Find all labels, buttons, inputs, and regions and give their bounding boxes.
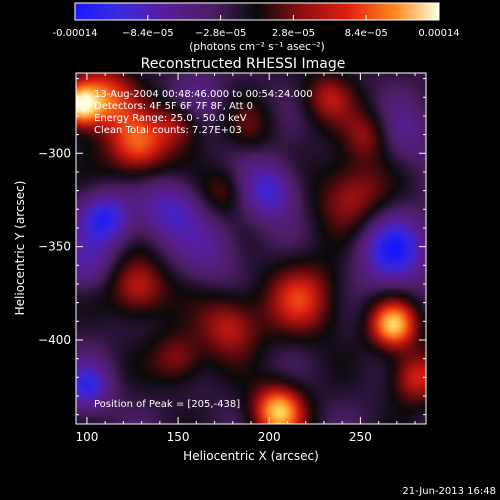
colorbar-tick-label: 2.8e−05 [272,28,315,39]
y-tick-label: −300 [38,146,71,160]
y-axis-label: Heliocentric Y (arcsec) [13,181,27,316]
peak-position-label: Position of Peak = [205,-438] [94,399,240,410]
footer-date: 21-Jun-2013 16:48 [402,486,496,497]
x-tick-label: 100 [75,430,98,444]
x-tick-label: 150 [167,430,190,444]
annotation-block: 13-Aug-2004 00:48:46.000 to 00:54:24.000… [94,89,313,136]
x-axis: 100 150 200 250 [75,73,416,444]
x-tick-label: 200 [258,430,281,444]
annotation-energy-range: Energy Range: 25.0 - 50.0 keV [94,113,247,124]
annotation-time-range: 13-Aug-2004 00:48:46.000 to 00:54:24.000 [94,89,313,100]
x-tick-label: 250 [349,430,372,444]
colorbar-gradient [74,2,440,21]
colorbar-tick-label: -0.00014 [53,28,98,39]
annotation-clean-counts: Clean Total counts: 7.27E+03 [94,125,242,136]
x-axis-label: Heliocentric X (arcsec) [183,449,319,463]
chart-title: Reconstructed RHESSI Image [141,56,346,72]
colorbar-tick-label: −2.8e−05 [195,28,247,39]
y-tick-label: −400 [38,333,71,347]
colorbar-units: (photons cm⁻² s⁻¹ asec⁻²) [189,41,324,53]
colorbar-tick-label: 0.00014 [418,28,459,39]
y-tick-label: −350 [38,240,71,254]
colorbar: -0.00014 −8.4e−05 −2.8e−05 2.8e−05 8.4e−05 0.… [53,2,460,53]
y-axis: −300 −350 −400 [38,78,426,416]
heatmap-canvas [76,73,426,424]
colorbar-tick-label: −8.4e−05 [122,28,174,39]
heatmap-image [75,72,427,425]
annotation-detectors: Detectors: 4F 5F 6F 7F 8F, Att 0 [94,101,253,112]
colorbar-tick-label: 8.4e−05 [345,28,388,39]
colorbar-ticks: -0.00014 −8.4e−05 −2.8e−05 2.8e−05 8.4e−05 0.… [53,15,460,39]
